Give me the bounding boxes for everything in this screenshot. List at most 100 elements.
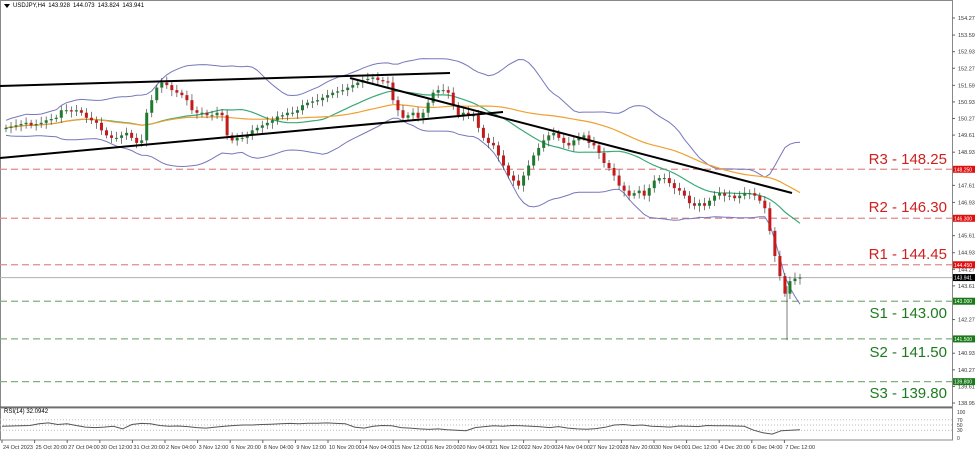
candle-bull [326,95,330,98]
candle-bear [220,112,224,116]
rsi-indicator-label: RSI(14) 32.0942 [4,409,49,415]
price-axis-label: 154.270 [958,16,975,22]
candle-bear [507,165,511,176]
candle-bear [612,168,616,176]
candle-bull [250,130,254,136]
candle-bull [637,190,641,194]
candle-bull [295,110,299,113]
candle-bear [778,255,782,277]
time-axis-label: 6 Dec 04:00 [753,445,783,451]
candle-bull [708,200,712,206]
candle-bear [562,137,566,143]
candle-bear [687,195,691,204]
level-label-r1: R1 - 144.45 [868,246,947,263]
candle-bear [79,110,83,113]
trendline-lower-channel[interactable] [0,111,504,159]
candle-bull [371,77,375,79]
candle-bull [647,188,651,196]
price-axis-label: 150.930 [958,100,975,106]
candle-bear [768,208,772,231]
candle-bear [29,122,33,126]
candle-bear [607,163,611,169]
candle-bear [677,188,681,191]
rsi-axis-label: 70 [957,418,963,424]
candle-bull [39,122,43,125]
candle-bear [557,132,561,138]
candle-bull [748,193,752,195]
candle-bull [713,195,717,201]
candle-bull [115,137,119,139]
candle-bull [306,102,310,106]
candle-bull [59,110,63,118]
candle-bear [627,190,631,196]
candle-bear [597,145,601,153]
candle-bear [602,152,606,164]
candle-bear [758,195,762,201]
time-axis-label: 8 Nov 04:00 [264,445,294,451]
candle-bear [456,105,460,116]
main-pane [0,0,953,408]
candle-bear [416,112,420,118]
candle-bull [662,178,666,180]
candle-bull [54,117,58,120]
candle-bull [346,87,350,91]
price-axis-label: 143.610 [958,284,975,290]
candle-bear [486,137,490,143]
candle-bull [280,115,284,117]
collapse-triangle-icon[interactable] [4,4,10,8]
candle-bull [697,203,701,206]
time-axis-label: 27 Oct 04:00 [68,445,100,451]
level-tag-text: 144.450 [954,263,972,269]
candle-bear [376,77,380,81]
candle-bull [64,110,68,112]
candle-bull [421,112,425,118]
candle-bear [672,183,676,189]
candle-bull [356,82,360,86]
candle-bear [617,175,621,186]
candle-bear [753,193,757,196]
time-axis-label: 31 Oct 20:00 [133,445,165,451]
candle-bull [44,120,48,123]
candle-bear [763,200,767,209]
candle-bear [94,120,98,123]
candle-bull [145,112,149,141]
candle-bear [401,110,405,118]
price-axis-label: 144.930 [958,251,975,257]
trendline-descending[interactable] [349,77,793,194]
candle-bull [572,140,576,146]
candle-bull [406,115,410,118]
candle-bear [195,110,199,113]
candle-bear [386,81,390,83]
candle-bear [130,132,134,138]
candle-bull [14,125,18,127]
level-tag-r3 [953,165,975,173]
candle-bull [34,124,38,126]
chart-title-bar: USDJPY,H4 143.928 144.073 143.824 143.94… [4,3,144,9]
candle-bull [577,137,581,141]
candle-bull [210,115,214,117]
candle-bull [718,193,722,196]
ohlc-high: 144.073 [72,3,95,9]
candle-bear [165,82,169,86]
candle-bear [84,112,88,118]
candle-bull [743,193,747,196]
candle-bull [19,124,23,126]
price-axis-label: 147.610 [958,183,975,189]
time-axis-label: 9 Nov 12:00 [296,445,326,451]
level-tag-text: 148.250 [954,167,972,173]
symbol-timeframe: USDJPY,H4 [13,3,46,9]
candle-bull [436,90,440,93]
candle-bull [788,281,792,294]
price-axis-label: 150.270 [958,117,975,123]
candle-bull [275,116,279,121]
candle-bear [587,135,591,143]
candle-bull [24,122,28,125]
trendline-upper-channel[interactable] [0,72,451,87]
candle-bull [290,112,294,114]
candle-bear [105,130,109,136]
candle-bear [89,117,93,121]
candle-bull [547,135,551,141]
candle-bear [225,115,229,136]
candle-bear [230,135,234,141]
